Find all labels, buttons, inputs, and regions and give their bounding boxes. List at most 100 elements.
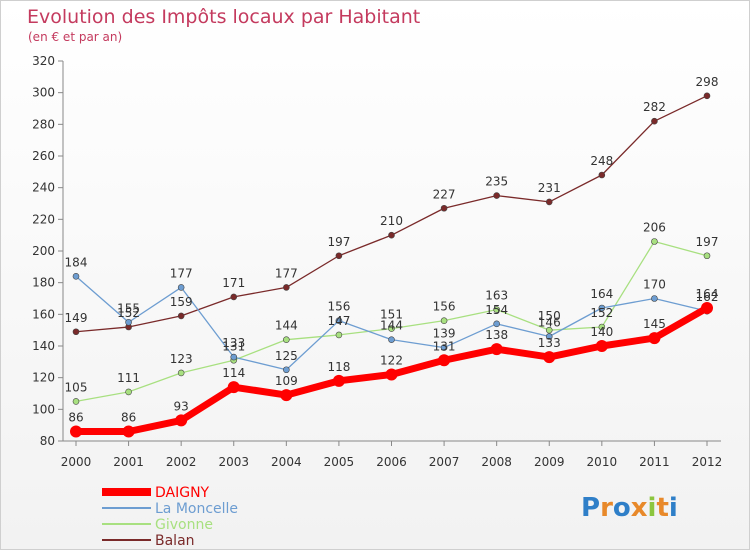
data-label-givonne: 152	[590, 306, 613, 320]
y-tick-label: 220	[32, 212, 55, 226]
legend-label-daigny: DAIGNY	[155, 485, 210, 501]
logo-letter: P	[581, 493, 600, 523]
data-label-givonne: 144	[275, 319, 298, 333]
data-label-la-moncelle: 155	[117, 301, 140, 315]
y-tick-label: 200	[32, 244, 55, 258]
y-tick-label: 80	[40, 434, 55, 448]
data-point-balan	[283, 284, 290, 291]
legend-label-balan: Balan	[155, 533, 195, 549]
y-tick-label: 300	[32, 86, 55, 100]
legend-label-givonne: Givonne	[155, 517, 213, 533]
data-point-la-moncelle	[598, 304, 606, 312]
data-point-givonne	[493, 306, 500, 313]
data-label-balan: 231	[538, 181, 561, 195]
x-tick-label: 2006	[376, 455, 407, 469]
y-tick-label: 120	[32, 371, 55, 385]
data-point-givonne	[335, 331, 343, 339]
data-label-balan: 159	[170, 295, 193, 309]
data-label-daigny: 133	[538, 336, 561, 350]
data-point-la-moncelle	[335, 317, 343, 324]
data-label-balan: 248	[590, 154, 613, 168]
data-point-daigny	[70, 425, 82, 438]
logo-letter: i	[648, 493, 657, 523]
data-label-givonne: 147	[327, 314, 350, 328]
data-point-givonne	[125, 388, 132, 396]
data-point-givonne	[651, 238, 658, 245]
data-point-daigny	[227, 381, 240, 394]
data-label-daigny: 86	[68, 411, 83, 425]
data-label-la-moncelle: 154	[485, 303, 508, 317]
data-label-daigny: 86	[121, 411, 136, 425]
data-label-la-moncelle: 144	[380, 319, 403, 333]
data-label-la-moncelle: 146	[538, 316, 561, 330]
data-label-daigny: 114	[222, 366, 245, 380]
x-tick-label: 2001	[113, 455, 144, 469]
data-point-givonne	[72, 398, 80, 405]
y-tick-label: 100	[32, 402, 55, 416]
data-point-balan	[651, 117, 658, 125]
data-point-daigny	[280, 389, 293, 402]
proxiti-logo: Proxiti	[581, 493, 678, 523]
chart-title: Evolution des Impôts locaux par Habitant	[27, 6, 420, 28]
data-point-balan	[493, 192, 500, 199]
data-point-la-moncelle	[440, 344, 448, 351]
x-tick-label: 2000	[61, 455, 92, 469]
data-label-daigny: 138	[485, 328, 508, 342]
logo-letter: t	[656, 493, 668, 523]
x-tick-label: 2004	[271, 455, 302, 469]
data-point-la-moncelle	[125, 318, 132, 326]
data-label-givonne: 163	[485, 289, 508, 303]
chart-subtitle: (en € et par an)	[28, 30, 122, 44]
data-point-balan	[230, 293, 238, 301]
data-label-la-moncelle: 184	[65, 255, 88, 269]
data-point-balan	[177, 312, 185, 320]
x-tick-label: 2002	[166, 455, 197, 469]
data-point-balan	[335, 252, 343, 260]
data-label-daigny: 122	[380, 354, 403, 368]
data-point-balan	[545, 198, 553, 206]
data-label-daigny: 118	[327, 360, 350, 374]
data-label-balan: 282	[643, 100, 666, 114]
data-label-la-moncelle: 125	[275, 349, 298, 363]
data-point-la-moncelle	[545, 333, 553, 340]
data-point-daigny	[595, 340, 608, 352]
x-tick-label: 2005	[324, 455, 355, 469]
x-tick-label: 2008	[481, 455, 512, 469]
data-label-la-moncelle: 170	[643, 278, 666, 292]
data-point-la-moncelle	[651, 295, 658, 302]
data-label-balan: 235	[485, 175, 508, 189]
data-label-balan: 298	[696, 75, 719, 89]
data-label-balan: 197	[327, 235, 350, 249]
data-point-la-moncelle	[177, 284, 185, 291]
data-point-givonne	[545, 326, 553, 334]
data-label-la-moncelle: 156	[327, 300, 350, 314]
data-label-givonne: 197	[696, 235, 719, 249]
logo-letter: o	[613, 493, 631, 523]
x-tick-label: 2011	[639, 455, 670, 469]
data-point-balan	[440, 204, 448, 212]
data-point-la-moncelle	[388, 336, 395, 343]
data-label-givonne: 131	[222, 339, 245, 353]
data-label-givonne: 206	[643, 221, 666, 235]
y-tick-label: 240	[32, 181, 55, 195]
data-label-daigny: 93	[174, 399, 189, 413]
data-label-la-moncelle: 177	[170, 266, 193, 280]
y-tick-label: 280	[32, 117, 55, 131]
data-point-givonne	[598, 323, 606, 331]
data-label-balan: 152	[117, 306, 140, 320]
data-label-givonne: 150	[538, 309, 561, 323]
y-tick-label: 320	[32, 54, 55, 68]
data-point-daigny	[648, 332, 661, 345]
data-label-balan: 227	[433, 187, 456, 201]
data-point-daigny	[385, 368, 398, 381]
x-tick-label: 2003	[218, 455, 249, 469]
y-tick-label: 140	[32, 339, 55, 353]
data-point-la-moncelle	[72, 273, 80, 280]
data-label-daigny: 131	[433, 339, 456, 353]
data-point-daigny	[543, 351, 556, 364]
data-label-givonne: 123	[170, 352, 193, 366]
logo-letter: x	[631, 493, 648, 523]
data-point-daigny	[175, 414, 188, 427]
